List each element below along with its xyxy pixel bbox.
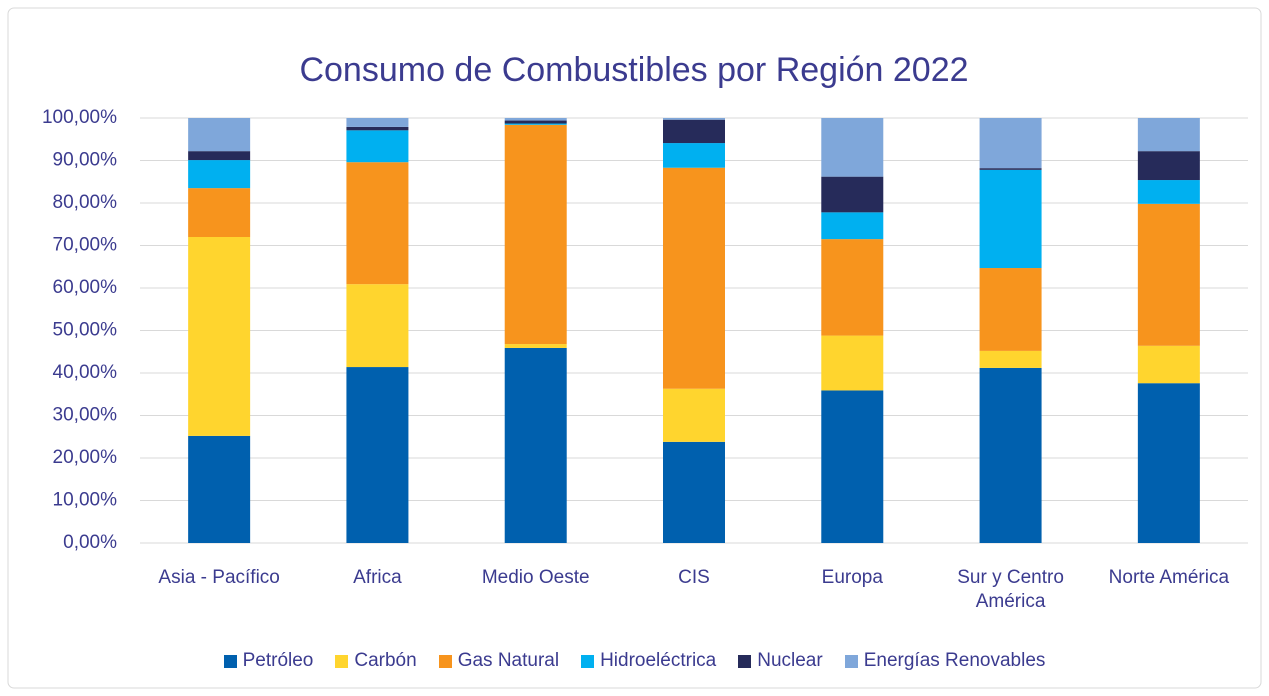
bar-segment [821, 335, 884, 391]
bar-segment [821, 176, 884, 213]
bar-segment [663, 441, 725, 543]
bar-segment [821, 390, 884, 543]
bar-segment [663, 143, 725, 168]
x-tick-label: Norte América [1108, 567, 1230, 588]
y-tick-label: 10,00% [53, 490, 118, 511]
bar-segment [663, 118, 725, 120]
bar-segment [346, 284, 409, 368]
y-tick-label: 90,00% [53, 150, 118, 171]
bar-segment [504, 344, 567, 348]
y-tick-label: 70,00% [53, 235, 118, 256]
chart-title: Consumo de Combustibles por Región 2022 [299, 51, 968, 89]
legend-swatch [223, 654, 237, 668]
bar-segment [979, 118, 1042, 169]
bar-segment [1137, 118, 1200, 152]
bar-segment [188, 188, 251, 237]
legend-label: Carbón [354, 650, 417, 671]
bar-segment [188, 435, 251, 543]
x-tick-label: Sur y Centro América [957, 567, 1064, 612]
bar-segment [663, 167, 725, 389]
bar-segment [346, 367, 409, 543]
x-tick-label: Africa [353, 567, 402, 588]
bar-segment [1137, 345, 1200, 384]
legend-item: Nuclear [738, 650, 823, 672]
legend-swatch [581, 654, 595, 668]
bar-segment [504, 123, 567, 125]
legend-item: Energías Renovables [844, 650, 1046, 672]
bar-segment [188, 151, 251, 161]
legend-label: Hidroeléctrica [600, 650, 717, 671]
bar-segment [1137, 203, 1200, 346]
bar-segment [504, 124, 567, 345]
legend-swatch [335, 654, 349, 668]
bar-segment [979, 268, 1042, 351]
bar-segment [188, 160, 251, 189]
bar-segment [979, 168, 1042, 170]
legend-label: Energías Renovables [863, 650, 1046, 671]
bar-segment [346, 126, 409, 131]
bar-segment [504, 120, 567, 124]
legend-label: Petróleo [242, 650, 314, 671]
bar-segment [821, 239, 884, 336]
bar-segment [979, 350, 1042, 368]
bar-segment [821, 118, 884, 177]
bar-segment [346, 130, 409, 163]
legend: Petróleo Carbón Gas Natural Hidroeléctrica N… [0, 650, 1269, 672]
y-tick-label: 50,00% [53, 320, 118, 341]
bar-segment [346, 162, 409, 285]
y-tick-label: 80,00% [53, 192, 118, 213]
legend-item: Gas Natural [438, 650, 560, 672]
y-tick-label: 40,00% [53, 362, 118, 383]
bar-segment [979, 169, 1042, 269]
legend-label: Nuclear [757, 650, 823, 671]
x-tick-label: CIS [678, 567, 710, 588]
bar-segment [1137, 180, 1200, 204]
bar-segment [504, 347, 567, 543]
legend-swatch [738, 654, 752, 668]
x-tick-label: Asia - Pacífico [158, 567, 280, 588]
bar-segment [346, 118, 409, 127]
bar-segment [663, 388, 725, 442]
legend-swatch [844, 654, 858, 668]
legend-item: Petróleo [223, 650, 314, 672]
bar-segment [1137, 383, 1200, 543]
y-tick-label: 60,00% [53, 277, 118, 298]
legend-swatch [438, 654, 452, 668]
y-tick-label: 0,00% [63, 532, 117, 553]
bar-segment [1137, 151, 1200, 181]
y-tick-label: 100,00% [42, 107, 117, 128]
y-tick-label: 20,00% [53, 447, 118, 468]
bar-segment [188, 118, 251, 152]
legend-item: Hidroeléctrica [581, 650, 716, 672]
chart-frame [7, 7, 1262, 689]
legend-item: Carbón [335, 650, 417, 672]
x-tick-label: Medio Oeste [481, 567, 590, 588]
bar-segment [504, 118, 567, 121]
y-tick-label: 30,00% [53, 405, 118, 426]
bar-segment [821, 212, 884, 240]
bar-segment [979, 367, 1042, 543]
legend-label: Gas Natural [457, 650, 560, 671]
bar-segment [663, 119, 725, 144]
x-tick-label: Europa [821, 567, 883, 588]
bar-segment [188, 237, 251, 436]
